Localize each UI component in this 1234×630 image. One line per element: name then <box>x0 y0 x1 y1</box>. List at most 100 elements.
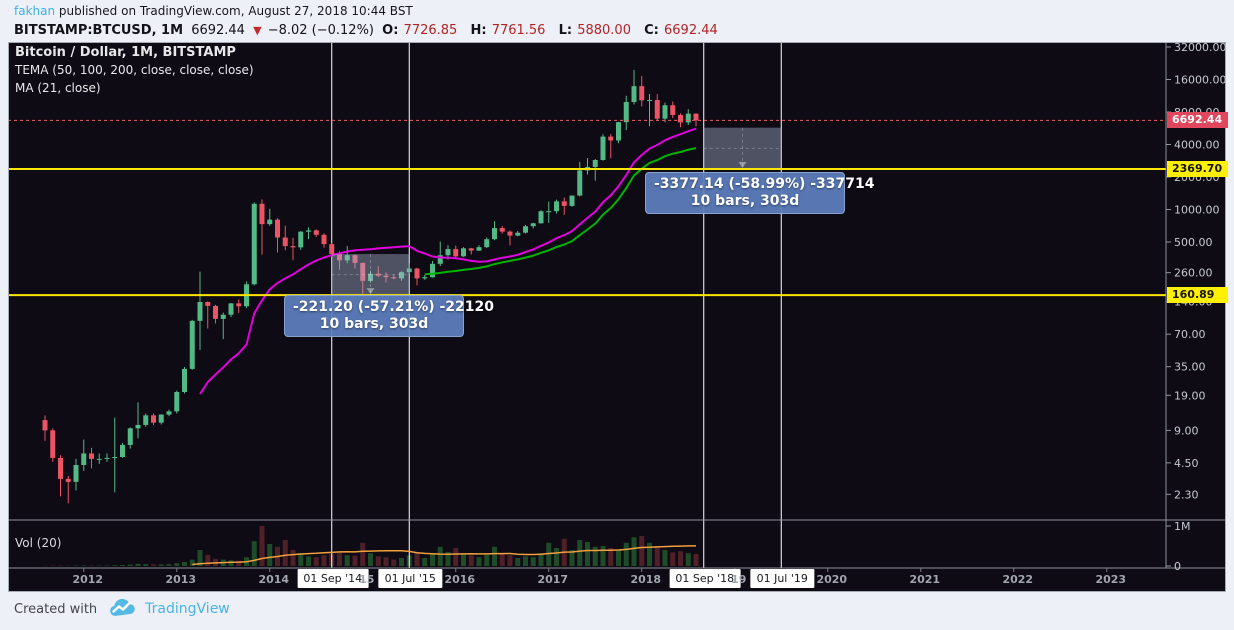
candle-body <box>228 303 234 315</box>
candle-body <box>422 277 428 279</box>
candle-body <box>213 305 218 319</box>
price-tick-label: 70.00 <box>1174 328 1206 341</box>
volume-bar <box>251 541 257 566</box>
tema-line <box>424 147 697 276</box>
volume-bar <box>174 563 180 566</box>
volume-bar <box>259 526 265 566</box>
measure-2-values: -3377.14 (-58.99%) -337714 <box>654 176 875 192</box>
volume-indicator-label: Vol (20) <box>15 536 62 550</box>
candle-body <box>639 86 645 101</box>
candle-body <box>375 273 381 276</box>
volume-bar <box>112 565 118 566</box>
price-tick-label: 9.00 <box>1174 424 1199 437</box>
candle-body <box>143 415 149 425</box>
volume-bar <box>678 551 683 566</box>
candle-body <box>120 444 125 457</box>
time-tick-label: 2023 <box>1095 573 1127 586</box>
candle-body <box>391 277 397 279</box>
candle-body <box>89 453 94 459</box>
volume-bar <box>647 542 652 566</box>
measure-area <box>703 127 782 170</box>
volume-bar <box>344 555 350 566</box>
low-label: L: <box>558 23 573 38</box>
time-tick-label: 2017 <box>537 573 569 586</box>
candle-body <box>608 136 614 141</box>
candle-body <box>58 457 63 479</box>
measure-arrow-icon <box>366 288 375 295</box>
volume-bar <box>166 564 172 566</box>
chart-canvas[interactable]: 32000.0016000.008000.004000.002000.00100… <box>8 42 1226 592</box>
volume-bar <box>197 550 203 566</box>
volume-bar <box>81 565 87 566</box>
close-value: 6692.44 <box>664 23 718 38</box>
measure-area <box>331 254 410 296</box>
volume-bar <box>267 544 273 566</box>
price-change: −8.02 (−0.12%) <box>267 23 375 38</box>
measure-2-bars: 10 bars, 303d <box>690 193 800 209</box>
date-marker-label: 01 Sep '18 <box>669 569 741 588</box>
volume-bar <box>600 546 606 566</box>
candle-body <box>678 115 683 123</box>
candle-body <box>499 228 505 232</box>
volume-bar <box>120 565 125 566</box>
symbol-title: BITSTAMP:BTCUSD, 1M <box>14 23 184 38</box>
volume-bar <box>499 554 505 566</box>
candle-body <box>383 275 389 278</box>
candle-body <box>546 211 552 213</box>
volume-bar <box>693 554 699 566</box>
volume-bar <box>383 557 389 566</box>
volume-bar <box>127 564 133 566</box>
candle-body <box>220 314 226 319</box>
volume-bar <box>337 552 342 566</box>
volume-tick-label: 0 <box>1174 560 1181 573</box>
candle-body <box>275 219 280 238</box>
candle-body <box>189 320 195 369</box>
candle-body <box>205 302 211 306</box>
volume-bar <box>414 552 420 566</box>
volume-bar <box>228 560 234 566</box>
candle-body <box>329 244 335 255</box>
candle-body <box>685 113 691 123</box>
high-value: 7761.56 <box>491 23 546 38</box>
publish-line: fakhan published on TradingView.com, Aug… <box>14 4 727 21</box>
volume-bar <box>484 554 490 566</box>
candle-body <box>430 263 435 278</box>
candle-body <box>360 262 366 281</box>
open-value: 7726.85 <box>403 23 458 38</box>
tradingview-brand-link[interactable]: TradingView <box>145 601 230 617</box>
open-label: O: <box>382 23 399 38</box>
volume-bar <box>352 555 358 566</box>
candle-body <box>135 424 141 429</box>
volume-bar <box>468 555 474 566</box>
candle-body <box>298 231 304 248</box>
candle-body <box>662 105 668 119</box>
volume-bar <box>437 546 443 566</box>
candle-body <box>42 420 48 431</box>
candle-body <box>166 411 172 415</box>
candle-body <box>453 249 459 257</box>
volume-bar <box>608 548 614 566</box>
volume-bar <box>662 550 668 566</box>
candle-body <box>112 456 118 458</box>
symbol-info-bar: BITSTAMP:BTCUSD, 1M 6692.44 ▼ −8.02 (−0.… <box>14 23 727 38</box>
time-tick-label: 15 <box>359 573 375 586</box>
footer-attribution: Created with TradingView <box>14 599 230 619</box>
candle-body <box>654 100 660 119</box>
volume-bar <box>135 563 141 566</box>
volume-bar <box>569 550 575 566</box>
candle-body <box>592 159 598 167</box>
date-marker-label: 01 Jul '19 <box>750 569 814 588</box>
time-tick-label: 2013 <box>165 573 197 586</box>
last-price: 6692.44 <box>191 23 245 38</box>
volume-bar <box>182 562 187 566</box>
chart-panel[interactable]: 32000.0016000.008000.004000.002000.00100… <box>8 42 1228 592</box>
candle-body <box>197 302 203 321</box>
username-link[interactable]: fakhan <box>14 4 56 18</box>
time-tick-label: 2014 <box>258 573 290 586</box>
price-tick-label: 35.00 <box>1174 361 1206 374</box>
candle-body <box>670 105 676 116</box>
volume-bar <box>492 546 497 566</box>
volume-bar <box>205 554 211 566</box>
volume-bar <box>585 542 590 566</box>
price-tick-label: 16000.00 <box>1174 74 1226 87</box>
